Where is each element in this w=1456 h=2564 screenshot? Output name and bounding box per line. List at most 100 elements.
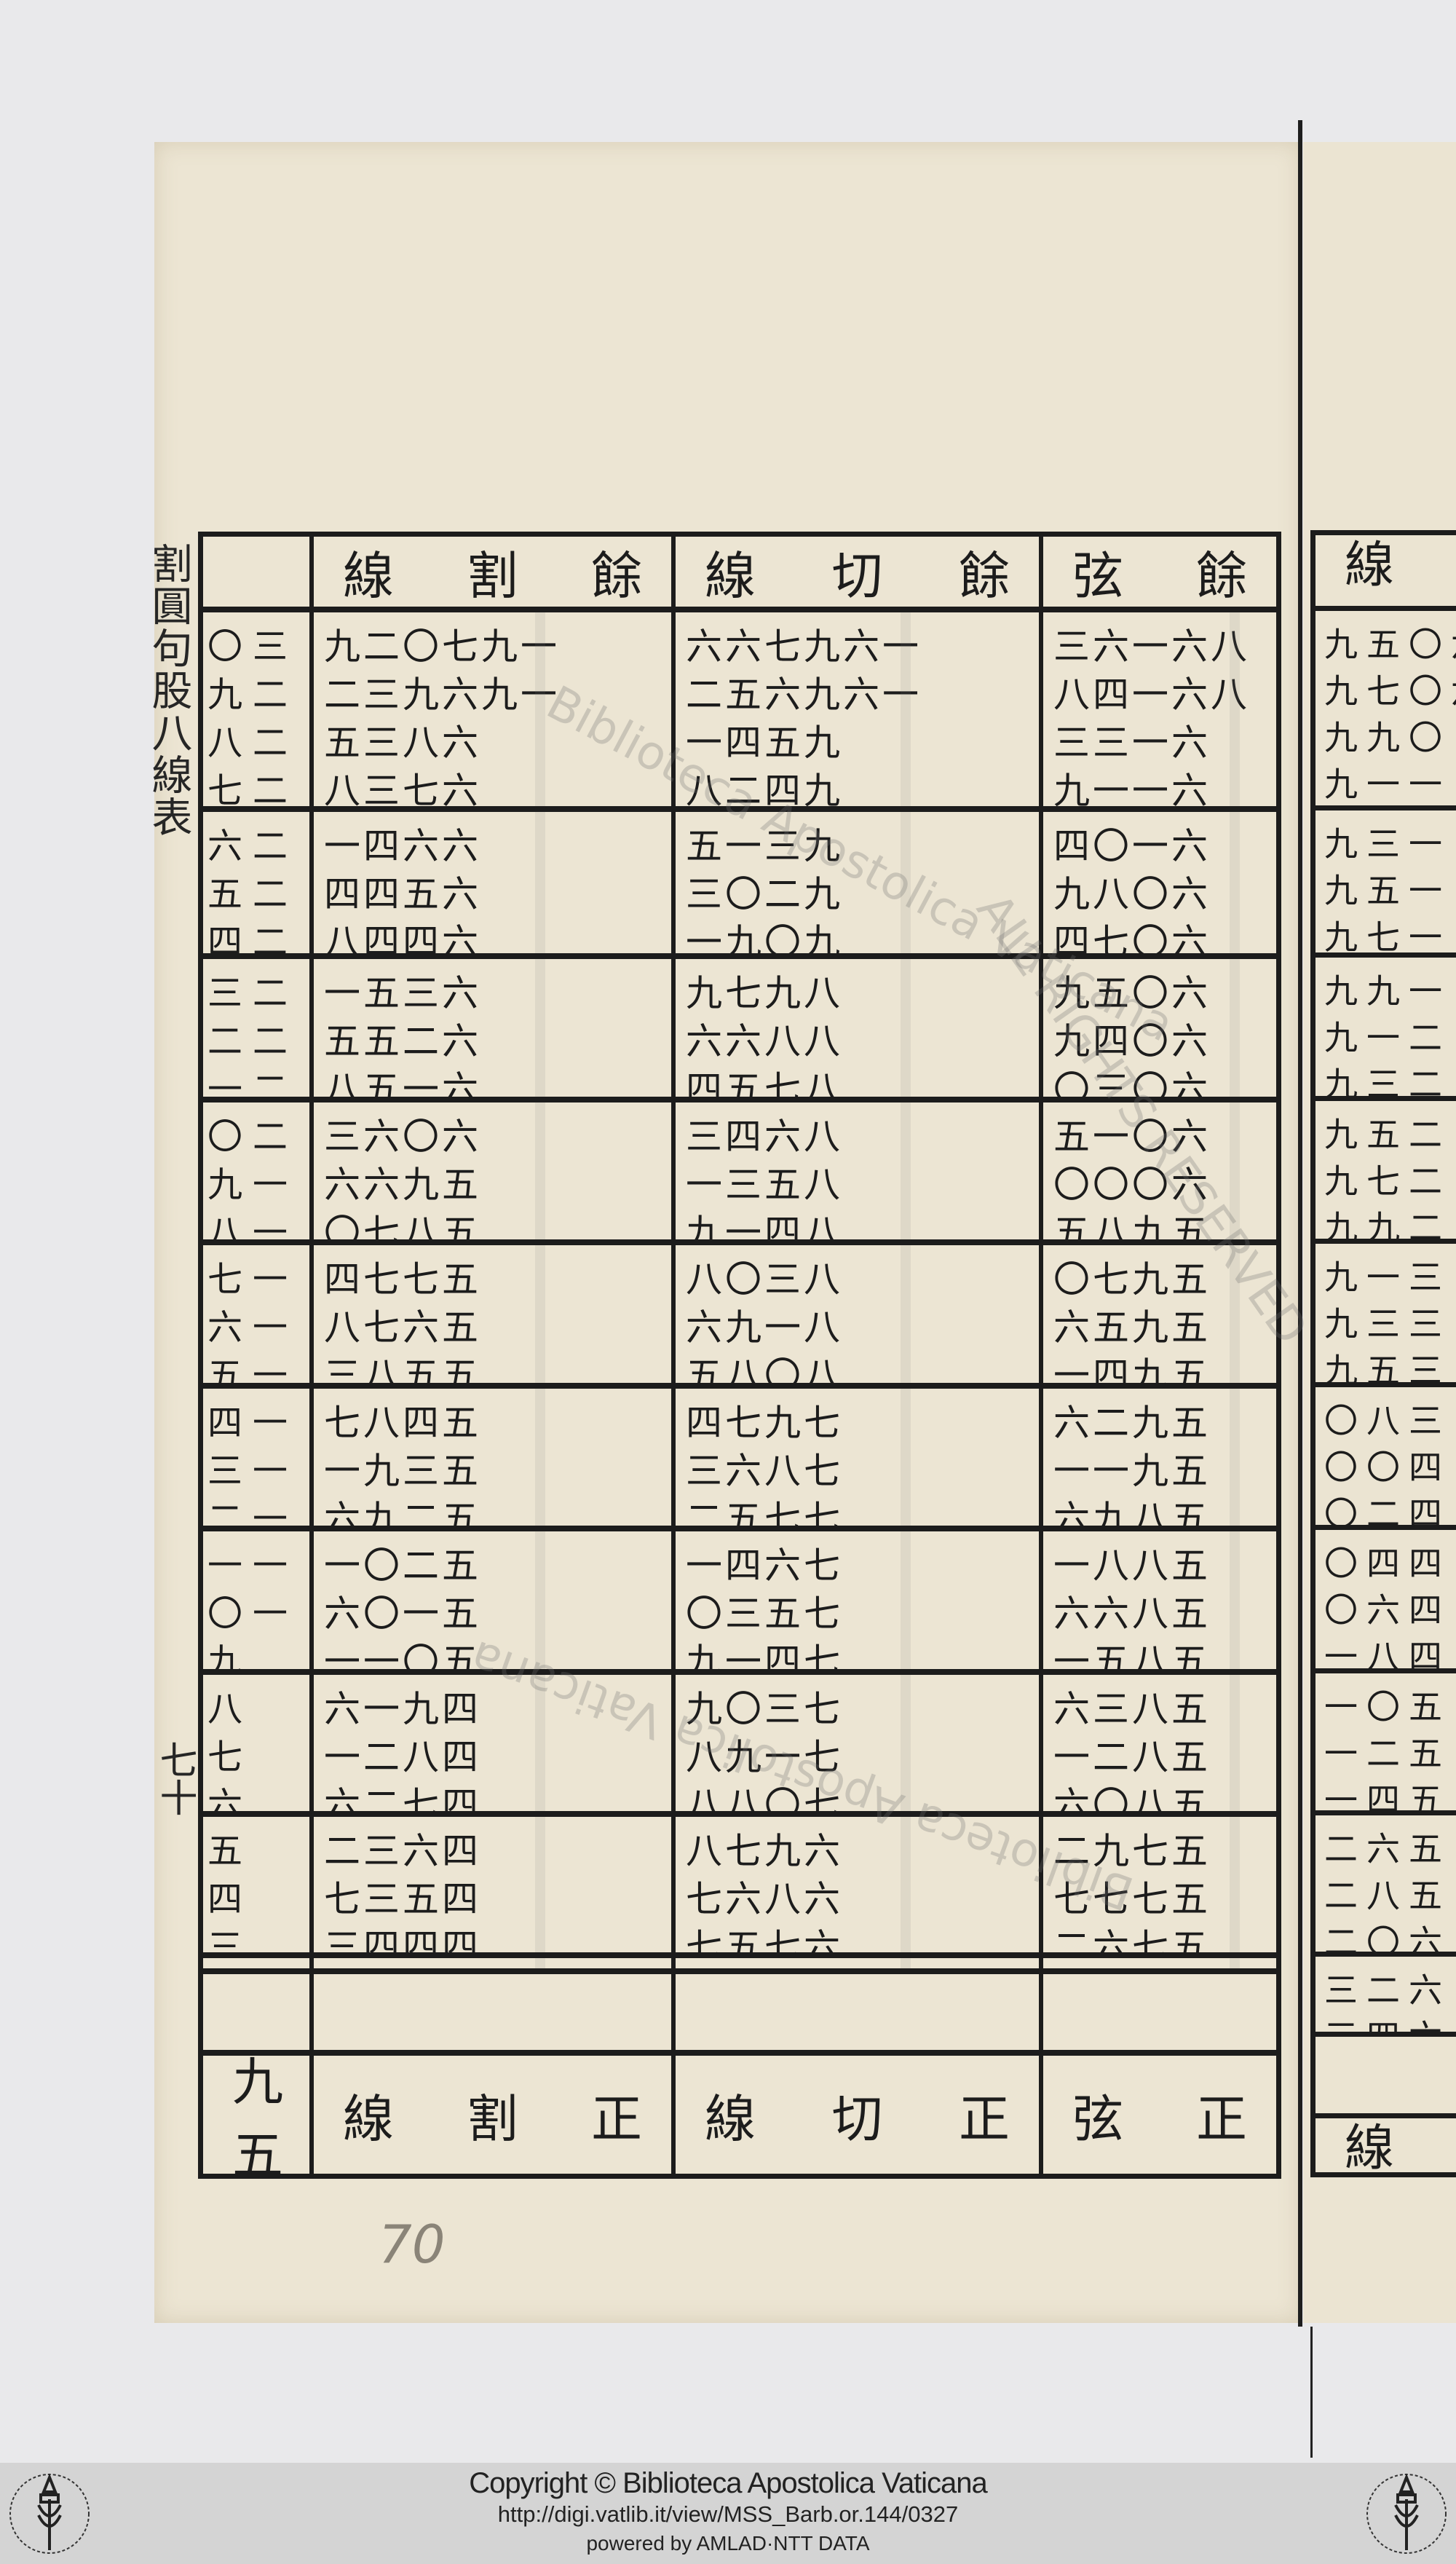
cosecant-value: 一九三五 [324, 1450, 481, 1492]
facing-value: 九五一 [1324, 871, 1451, 910]
bleed-through-line [1230, 959, 1240, 1097]
cosecant-cell: 六一九四 一二八四 六二七四 [314, 1675, 676, 1817]
facing-value: 二八五 [1324, 1876, 1451, 1915]
minute-value: 九一 [207, 1164, 298, 1205]
facing-value: 九七二 [1324, 1161, 1451, 1201]
cosecant-value: 八三七六 [324, 770, 481, 812]
cosine-value: 九五〇六 [1053, 972, 1211, 1014]
cotangent-value: 三〇二九 [686, 873, 843, 915]
cosecant-value: 八四四六 [324, 921, 481, 959]
cosine-value: 八四一六八 [1053, 674, 1250, 716]
bleed-through-line [535, 1245, 546, 1383]
cosine-value: 二九七五 [1053, 1830, 1211, 1872]
cosecant-value: 八五一六 [324, 1068, 481, 1102]
facing-cell: 〇四四 〇六四 一八四 [1315, 1530, 1456, 1673]
cotangent-cell: 四七九七 三六八七 二五七七 [676, 1389, 1043, 1531]
bleed-through-line [1230, 1531, 1240, 1669]
cotangent-cell: 五一三九 三〇二九 一九〇九 [676, 812, 1043, 959]
bleed-through-line [1230, 1675, 1240, 1811]
bleed-through-line [901, 1245, 911, 1383]
facing-value: 〇六四 [1324, 1590, 1451, 1630]
bleed-through-line [901, 1958, 911, 1968]
cosecant-value: 三八五五 [324, 1354, 481, 1389]
facing-value: 九七〇六 [1324, 671, 1456, 711]
footer-char: 弦 [1072, 2088, 1123, 2149]
facing-cell: 三二六三四六三六六 [1315, 1957, 1456, 2037]
cotangent-cell: 七四六六八三五六八二四六六一 [676, 1958, 1043, 1974]
cotangent-cell: 九七九八 六六八八 四五七八 [676, 959, 1043, 1102]
footer-char: 線 [705, 2088, 756, 2149]
cosine-cell: 〇七九五 六五九五 一四九五 [1043, 1245, 1276, 1389]
cotangent-value: 八二四九 [686, 770, 843, 812]
spacer-cell [676, 1974, 1043, 2056]
minute-value: 五二 [207, 874, 298, 915]
footer-char: 正 [1196, 2088, 1247, 2149]
facing-value: 〇八三 [1324, 1401, 1451, 1440]
facing-value: 九一二 [1324, 1018, 1451, 1057]
cotangent-value: 六六八八 [686, 1020, 843, 1062]
footer-char: 切 [831, 2088, 883, 2149]
minute-value: 七一 [207, 1259, 298, 1300]
cotangent-value: 八八〇七 [686, 1784, 843, 1817]
minute-value: 四一 [207, 1403, 298, 1443]
powered-by: powered by AMLAD·NTT DATA [586, 2532, 870, 2555]
minutes-cell: 六二 五二 四二 [203, 812, 314, 959]
bleed-through-line [901, 1102, 911, 1239]
minute-value: 四 [207, 1879, 253, 1920]
footer-secant: 線割正 [314, 2056, 676, 2174]
minutes-cell: 二一〇 [203, 1958, 314, 1974]
bleed-through-line [1230, 1102, 1240, 1239]
minute-value: 六 [207, 1785, 253, 1817]
spacer-cell [314, 1974, 676, 2056]
cosine-value: 六二九五 [1053, 1402, 1211, 1444]
source-url[interactable]: http://digi.vatlib.it/view/MSS_Barb.or.1… [497, 2501, 959, 2527]
minute-value: 八一 [207, 1212, 298, 1245]
cotangent-value: 七四六六 [686, 1968, 1039, 1974]
bleed-through-line [901, 612, 911, 806]
facing-value: 九三二 [1324, 1065, 1451, 1101]
cotangent-value: 一三五八 [686, 1164, 843, 1206]
bleed-through-line [1230, 1389, 1240, 1526]
cotangent-value: 八七九六 [686, 1830, 843, 1872]
cotangent-cell: 九〇三七 八九一七 八八〇七 [676, 1675, 1043, 1817]
facing-value: 三二六 [1324, 1971, 1451, 2010]
cosine-value: 一五八五 [1053, 1641, 1211, 1675]
minutes-cell: 一一 〇一九 [203, 1531, 314, 1675]
spacer-cell [1043, 1974, 1276, 2056]
minute-value: 三一 [207, 1451, 298, 1491]
cosine-value: 五一〇六 [1053, 1116, 1211, 1158]
minute-value: 〇一 [207, 1593, 298, 1634]
footer-bar: Copyright © Biblioteca Apostolica Vatica… [0, 2463, 1456, 2564]
cosecant-value: 一〇二五 [324, 1545, 481, 1587]
page-number: 七十 [153, 1740, 197, 1816]
cosine-value: 一一九五 [1053, 1450, 1211, 1492]
facing-value: 九五三 [1324, 1351, 1451, 1387]
cosine-value: 六六八五 [1053, 1593, 1211, 1635]
facing-value: 九九〇 [1324, 718, 1451, 757]
facing-footer: 線 [1345, 2120, 1404, 2173]
minute-value: 四二 [207, 922, 298, 959]
facing-header: 線 [1315, 535, 1456, 611]
footer-char: 線 [343, 2088, 394, 2149]
bleed-through-line [535, 1817, 546, 1952]
cosecant-cell: 三六〇六 六六九五 〇七八五 [314, 1102, 676, 1245]
cotangent-value: 九七九八 [686, 972, 843, 1014]
cosine-value: 三六一六八 [1053, 626, 1250, 668]
header-char: 餘 [1196, 545, 1247, 606]
bleed-through-line [535, 1389, 546, 1526]
minute-value: 二二 [207, 1021, 298, 1062]
header-char: 切 [831, 545, 883, 606]
cosecant-cell: 二三六四 七三五四 三四四四 [314, 1817, 676, 1958]
cotangent-value: 四七九七 [686, 1402, 843, 1444]
minute-value: 三 [207, 1927, 253, 1958]
bleed-through-line [535, 1531, 546, 1669]
facing-cell: 九九一 九一二 九三二 [1315, 958, 1456, 1101]
side-title: 割圓句股八線表 [145, 543, 192, 838]
cosecant-value: 〇七八五 [324, 1212, 481, 1245]
cotangent-value: 一九〇九 [686, 921, 843, 959]
bleed-through-line [535, 612, 546, 806]
minute-value: 七二 [207, 770, 298, 811]
cotangent-value: 〇三五七 [686, 1593, 843, 1635]
header-char: 割 [467, 545, 518, 606]
facing-value: 九七一 [1324, 918, 1451, 957]
